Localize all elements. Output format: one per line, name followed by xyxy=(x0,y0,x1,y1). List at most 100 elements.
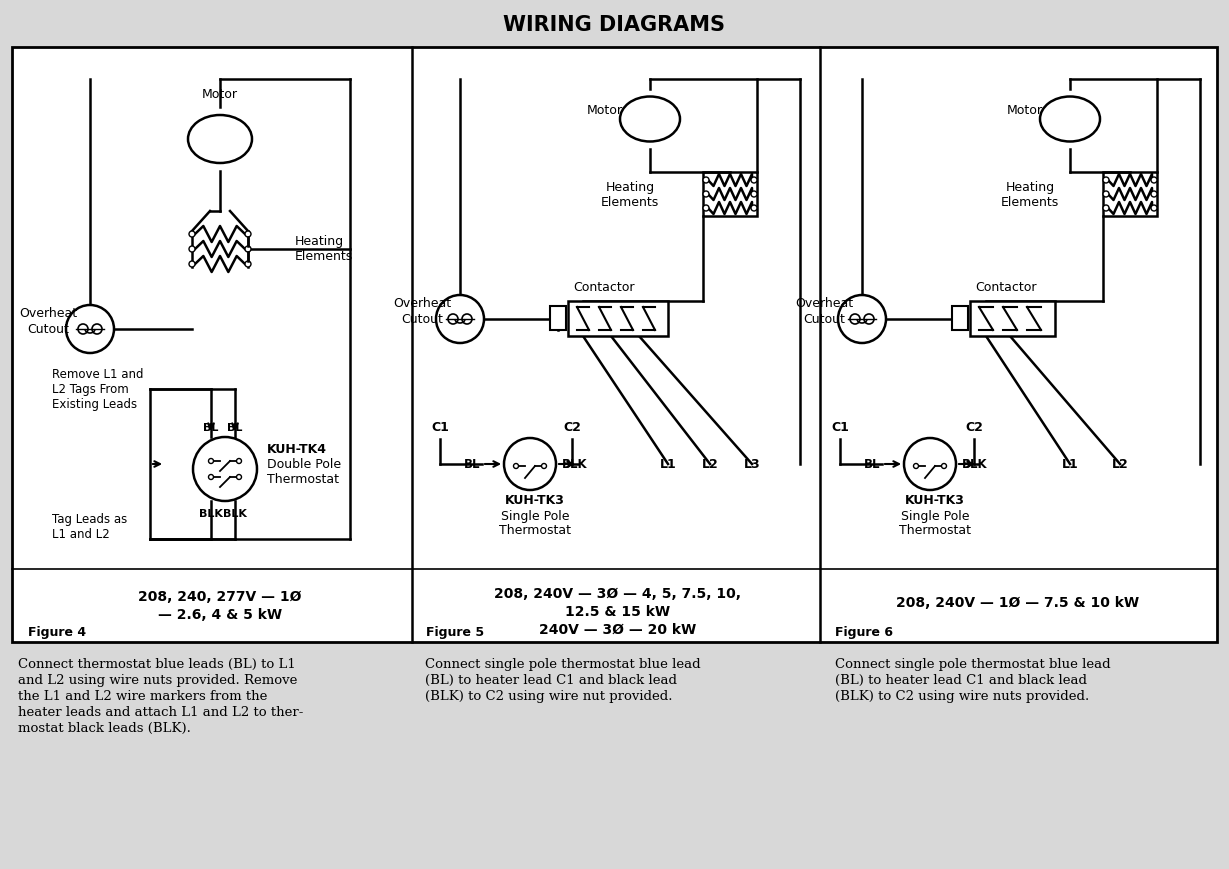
Circle shape xyxy=(1152,192,1156,198)
Text: C1: C1 xyxy=(831,421,849,434)
Circle shape xyxy=(189,232,195,238)
Text: Motor: Motor xyxy=(1007,103,1043,116)
Text: and L2 using wire nuts provided. Remove: and L2 using wire nuts provided. Remove xyxy=(18,673,297,687)
Text: 208, 240, 277V — 1Ø: 208, 240, 277V — 1Ø xyxy=(138,589,302,603)
Text: mostat black leads (BLK).: mostat black leads (BLK). xyxy=(18,721,190,734)
Circle shape xyxy=(449,315,458,325)
Text: KUH-TK4: KUH-TK4 xyxy=(267,443,327,456)
Text: 12.5 & 15 kW: 12.5 & 15 kW xyxy=(565,604,671,618)
Text: C2: C2 xyxy=(563,421,581,434)
Text: WIRING DIAGRAMS: WIRING DIAGRAMS xyxy=(503,15,725,35)
Text: Figure 4: Figure 4 xyxy=(28,626,86,639)
Circle shape xyxy=(245,247,251,253)
Circle shape xyxy=(913,464,918,469)
Ellipse shape xyxy=(1040,97,1100,143)
Circle shape xyxy=(245,262,251,268)
Circle shape xyxy=(504,439,556,490)
Text: Overheat: Overheat xyxy=(393,297,451,310)
Bar xyxy=(568,302,669,336)
Text: Overheat: Overheat xyxy=(18,307,77,320)
Text: BLK: BLK xyxy=(962,458,988,471)
Bar xyxy=(0,0,1229,45)
Text: L3: L3 xyxy=(744,458,761,471)
Text: Heating: Heating xyxy=(606,180,655,193)
Text: BLK: BLK xyxy=(199,508,222,519)
Circle shape xyxy=(703,178,709,183)
Text: — 2.6, 4 & 5 kW: — 2.6, 4 & 5 kW xyxy=(159,607,283,621)
Text: L1: L1 xyxy=(660,458,676,471)
Text: Elements: Elements xyxy=(295,250,353,263)
Text: the L1 and L2 wire markers from the: the L1 and L2 wire markers from the xyxy=(18,689,268,702)
Circle shape xyxy=(542,464,547,469)
Text: L2: L2 xyxy=(702,458,719,471)
Text: 208, 240V — 1Ø — 7.5 & 10 kW: 208, 240V — 1Ø — 7.5 & 10 kW xyxy=(896,595,1139,609)
Bar xyxy=(12,48,1217,642)
Circle shape xyxy=(436,295,484,343)
Text: 240V — 3Ø — 20 kW: 240V — 3Ø — 20 kW xyxy=(540,622,697,636)
Text: Contactor: Contactor xyxy=(975,282,1036,295)
Text: Overheat: Overheat xyxy=(795,297,853,310)
Circle shape xyxy=(864,315,874,325)
Circle shape xyxy=(77,325,88,335)
Text: Connect single pole thermostat blue lead: Connect single pole thermostat blue lead xyxy=(425,657,701,670)
Circle shape xyxy=(850,315,860,325)
Text: Motor: Motor xyxy=(587,103,623,116)
Text: C2: C2 xyxy=(965,421,983,434)
Circle shape xyxy=(236,475,242,480)
Text: Elements: Elements xyxy=(1000,196,1059,209)
Circle shape xyxy=(92,325,102,335)
Circle shape xyxy=(1152,206,1156,212)
Circle shape xyxy=(838,295,886,343)
Circle shape xyxy=(236,459,242,464)
Circle shape xyxy=(1102,206,1109,212)
Text: BL: BL xyxy=(203,422,219,433)
Text: Figure 6: Figure 6 xyxy=(834,626,893,639)
Text: Cutout: Cutout xyxy=(27,323,69,336)
Circle shape xyxy=(703,206,709,212)
Text: Contactor: Contactor xyxy=(573,282,634,295)
Circle shape xyxy=(1102,192,1109,198)
Bar xyxy=(970,302,1054,336)
Circle shape xyxy=(66,306,114,354)
Text: Connect thermostat blue leads (BL) to L1: Connect thermostat blue leads (BL) to L1 xyxy=(18,657,296,670)
Bar xyxy=(952,307,968,330)
Circle shape xyxy=(189,262,195,268)
Ellipse shape xyxy=(188,116,252,164)
Text: L1 and L2: L1 and L2 xyxy=(52,527,109,541)
Text: (BLK) to C2 using wire nut provided.: (BLK) to C2 using wire nut provided. xyxy=(425,689,672,702)
Text: Elements: Elements xyxy=(601,196,659,209)
Text: Existing Leads: Existing Leads xyxy=(52,398,138,411)
Circle shape xyxy=(209,475,214,480)
Text: Figure 5: Figure 5 xyxy=(426,626,484,639)
Circle shape xyxy=(1102,178,1109,183)
Text: Heating: Heating xyxy=(295,235,344,249)
Text: Cutout: Cutout xyxy=(401,313,442,326)
Text: BLK: BLK xyxy=(562,458,587,471)
Text: Thermostat: Thermostat xyxy=(267,473,339,486)
Text: KUH-TK3: KUH-TK3 xyxy=(905,494,965,507)
Text: Single Pole: Single Pole xyxy=(901,510,970,523)
Text: BL: BL xyxy=(864,458,880,471)
Text: (BL) to heater lead C1 and black lead: (BL) to heater lead C1 and black lead xyxy=(834,673,1086,687)
Circle shape xyxy=(514,464,519,469)
Text: L2 Tags From: L2 Tags From xyxy=(52,383,129,396)
Text: Heating: Heating xyxy=(1005,180,1054,193)
Text: Thermostat: Thermostat xyxy=(898,524,971,537)
Text: Remove L1 and: Remove L1 and xyxy=(52,368,144,381)
Text: L1: L1 xyxy=(1062,458,1078,471)
Text: KUH-TK3: KUH-TK3 xyxy=(505,494,565,507)
Text: Cutout: Cutout xyxy=(803,313,846,326)
Text: heater leads and attach L1 and L2 to ther-: heater leads and attach L1 and L2 to the… xyxy=(18,705,304,718)
Text: Double Pole: Double Pole xyxy=(267,458,342,471)
Circle shape xyxy=(751,206,757,212)
Text: BL: BL xyxy=(463,458,481,471)
Text: Motor: Motor xyxy=(202,89,238,102)
Circle shape xyxy=(245,232,251,238)
Text: Tag Leads as: Tag Leads as xyxy=(52,513,128,526)
Text: Single Pole: Single Pole xyxy=(500,510,569,523)
Text: Thermostat: Thermostat xyxy=(499,524,571,537)
Text: (BL) to heater lead C1 and black lead: (BL) to heater lead C1 and black lead xyxy=(425,673,677,687)
Text: BLK: BLK xyxy=(222,508,247,519)
Circle shape xyxy=(209,459,214,464)
Ellipse shape xyxy=(619,97,680,143)
